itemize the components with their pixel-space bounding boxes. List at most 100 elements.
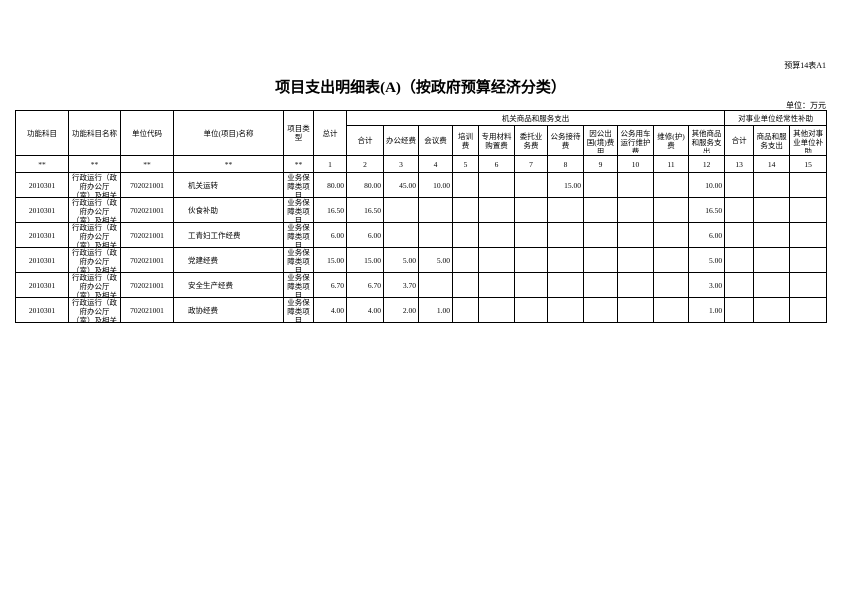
data-cell <box>452 272 479 298</box>
cell-text: 4.00 <box>330 305 344 315</box>
cell-text: 机关商品和服务支出 <box>501 113 570 123</box>
cell-text: 702021001 <box>130 230 164 240</box>
cell-text: 2 <box>363 159 367 169</box>
column-header: 委托业务费 <box>514 125 548 156</box>
cell-text: 6.00 <box>367 230 381 240</box>
data-cell: 行政运行（政府办公厅（室）及相关 <box>68 247 121 273</box>
data-cell: 党建经费 <box>173 247 284 273</box>
data-cell: 15.00 <box>547 172 584 198</box>
column-header: 合计 <box>346 125 384 156</box>
cell-text: 4 <box>433 159 438 169</box>
cell-text: 80.00 <box>364 180 381 190</box>
data-cell: 15.00 <box>346 247 384 273</box>
data-cell <box>478 222 515 248</box>
data-cell <box>383 222 419 248</box>
data-cell: 行政运行（政府办公厅（室）及相关 <box>68 197 121 223</box>
cell-text: 702021001 <box>130 180 164 190</box>
index-cell: 11 <box>653 155 689 173</box>
cell-text: 单位代码 <box>132 128 162 138</box>
data-cell <box>724 272 755 298</box>
column-header: 商品和服务支出 <box>753 125 791 156</box>
data-cell <box>514 197 548 223</box>
data-cell: 5.00 <box>687 247 726 273</box>
cell-text: 因公出国(境)费用 <box>586 128 615 153</box>
cell-text: 5.00 <box>402 255 416 265</box>
data-cell <box>418 197 453 223</box>
cell-text: 14 <box>767 159 776 169</box>
data-cell <box>452 172 479 198</box>
cell-text: 10.00 <box>433 180 450 190</box>
cell-text: 10.00 <box>705 180 723 190</box>
data-cell <box>617 272 654 298</box>
data-cell: 16.50 <box>687 197 726 223</box>
table-row: 合计 办公经费 会议费 培训费 专用材料购置费 委托业务费 公务接待费 因公出国(境)费用 公务… <box>16 125 828 156</box>
cell-text: 2.00 <box>402 305 416 315</box>
cell-text: 8 <box>563 159 568 169</box>
data-cell <box>478 247 515 273</box>
column-header: 公务接待费 <box>547 125 584 156</box>
data-cell <box>452 222 479 248</box>
data-cell: 4.00 <box>313 297 347 323</box>
index-cell: 2 <box>346 155 384 173</box>
data-cell: 702021001 <box>120 272 174 298</box>
cell-text: 公务用车运行维护费 <box>620 128 651 153</box>
cell-text: 工青妇工作经费 <box>188 230 241 240</box>
cell-text: 5 <box>463 159 468 169</box>
column-header: 办公经费 <box>383 125 419 156</box>
data-cell: 行政运行（政府办公厅（室）及相关 <box>68 272 121 298</box>
column-header: 功能科目名称 <box>68 110 121 156</box>
cell-text: 行政运行（政府办公厅（室）及相关 <box>72 273 117 297</box>
cell-text: 单位(项目)名称 <box>203 128 254 138</box>
data-cell: 伙食补助 <box>173 197 284 223</box>
cell-text: 合计 <box>357 136 373 145</box>
data-cell <box>724 222 755 248</box>
cell-text: 6 <box>494 159 499 169</box>
table-row: 2010301 行政运行（政府办公厅（室）及相关 702021001 政协经费 业务保障… <box>15 297 828 323</box>
cell-text: 维修(护)费 <box>657 131 685 150</box>
column-header: 总计 <box>313 110 347 156</box>
data-cell <box>418 272 453 298</box>
table-row: ** ** ** ** ** 1 2 3 4 5 6 7 8 9 10 11 12 13 14 15 <box>15 155 828 173</box>
cell-text: 业务保障类项目 <box>287 248 310 272</box>
data-cell <box>452 247 479 273</box>
column-header: 其他商品和服务支出 <box>687 125 726 156</box>
data-cell <box>617 222 654 248</box>
data-cell <box>753 297 791 323</box>
cell-text: 业务保障类项目 <box>287 273 310 297</box>
group-header: 对事业单位经常性补助 <box>724 110 828 126</box>
column-header: 维修(护)费 <box>653 125 689 156</box>
index-cell: 10 <box>617 155 654 173</box>
cell-text: 项目类型 <box>287 124 310 142</box>
data-cell <box>547 297 584 323</box>
data-cell <box>514 297 548 323</box>
data-cell: 业务保障类项目 <box>283 247 314 273</box>
index-cell: ** <box>173 155 284 173</box>
data-cell <box>452 197 479 223</box>
data-cell: 5.00 <box>383 247 419 273</box>
cell-text: 合计 <box>731 136 747 145</box>
data-cell <box>514 272 548 298</box>
data-cell: 6.00 <box>313 222 347 248</box>
data-cell: 702021001 <box>120 297 174 323</box>
data-cell: 业务保障类项目 <box>283 297 314 323</box>
column-header: 项目类型 <box>283 110 314 156</box>
cell-text: 13 <box>735 159 743 169</box>
data-cell: 10.00 <box>418 172 453 198</box>
column-header: 单位(项目)名称 <box>173 110 284 156</box>
cell-text: 公务接待费 <box>550 131 581 150</box>
cell-text: 6.70 <box>367 280 381 290</box>
cell-text: 3.00 <box>709 280 723 290</box>
data-cell <box>724 247 755 273</box>
table-row: 功能科目 功能科目名称 单位代码 单位(项目)名称 项目类型 总计 机关商品和服务支出 对事业… <box>15 110 828 156</box>
data-cell <box>653 272 689 298</box>
data-cell <box>547 222 584 248</box>
group-header: 机关商品和服务支出 <box>345 110 726 126</box>
data-cell: 行政运行（政府办公厅（室）及相关 <box>68 222 121 248</box>
index-cell: ** <box>68 155 121 173</box>
cell-text: 行政运行（政府办公厅（室）及相关 <box>72 298 117 322</box>
cell-text: 对事业单位经常性补助 <box>738 113 814 123</box>
data-cell: 2010301 <box>15 247 69 273</box>
cell-text: 其他商品和服务支出 <box>691 128 722 153</box>
data-cell <box>547 247 584 273</box>
